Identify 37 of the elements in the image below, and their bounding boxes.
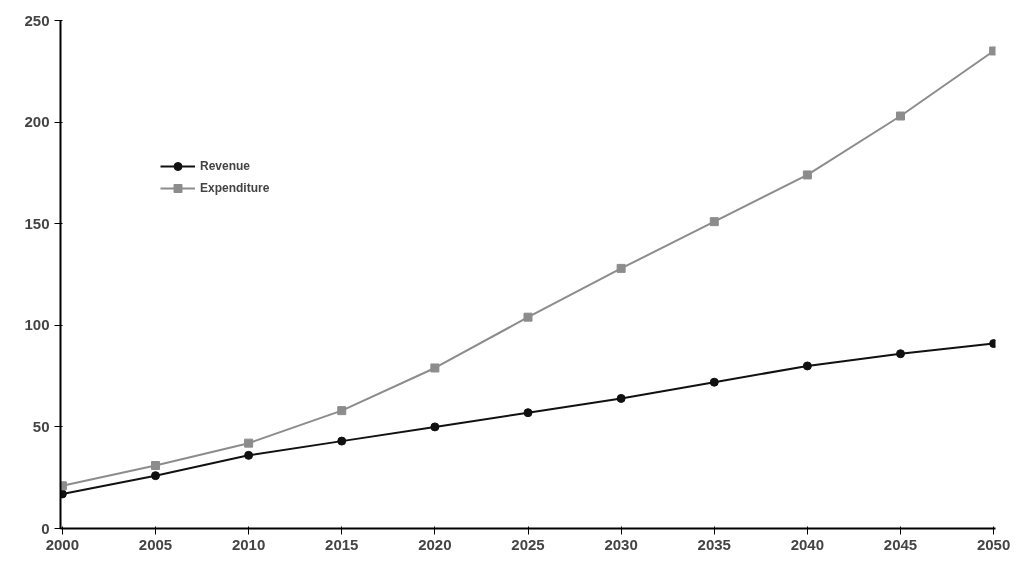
point	[523, 312, 533, 322]
point	[709, 217, 719, 227]
point	[430, 363, 440, 373]
y-tick-label: 250	[24, 11, 50, 29]
point	[430, 422, 440, 432]
y-tick-label: 150	[24, 214, 50, 232]
point	[523, 408, 533, 418]
point	[244, 450, 254, 460]
x-tick-label: 2050	[976, 535, 1011, 553]
point	[802, 361, 812, 371]
x-tick-label: 2025	[511, 535, 545, 553]
point	[244, 438, 254, 448]
x-tick-label: 2010	[231, 535, 266, 553]
x-tick-label: 2000	[45, 535, 80, 553]
point	[896, 111, 906, 121]
x-tick-label: 2040	[790, 535, 825, 553]
point	[337, 406, 347, 416]
x-tick-label: 2005	[138, 535, 173, 553]
point	[337, 436, 347, 446]
y-tick-label: 50	[32, 417, 50, 435]
y-tick-label: 0	[41, 519, 50, 537]
point	[802, 170, 812, 180]
legend-label: Revenue	[200, 159, 251, 173]
point	[896, 349, 906, 359]
y-tick-label: 200	[24, 113, 50, 131]
x-tick-label: 2015	[325, 535, 359, 553]
point	[150, 461, 160, 471]
y-tick-label: 100	[24, 316, 50, 334]
x-tick-label: 2020	[418, 535, 452, 553]
point	[709, 377, 719, 387]
x-tick-label: 2030	[604, 535, 638, 553]
x-tick-label: 2045	[883, 535, 918, 553]
point	[616, 393, 626, 403]
x-tick-label: 2035	[697, 535, 731, 553]
point	[150, 471, 160, 481]
point	[616, 263, 626, 273]
legend-label: Expenditure	[200, 181, 270, 195]
